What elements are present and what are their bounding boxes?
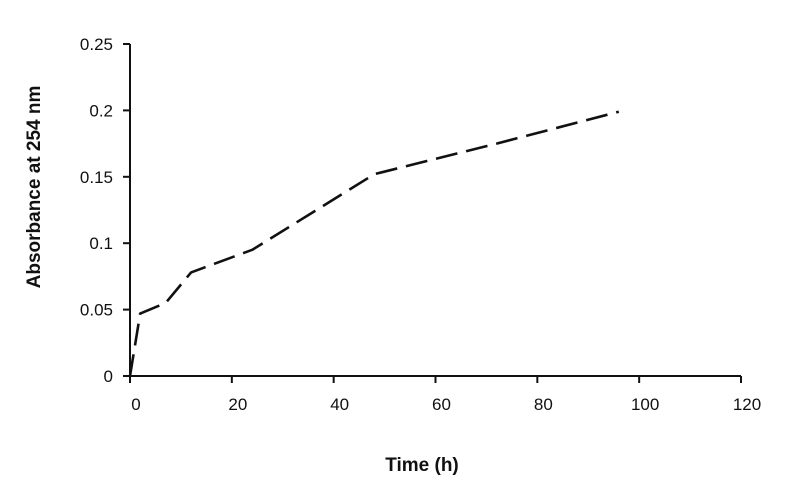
y-tick-label: 0.1 [89,234,113,253]
y-tick-label: 0.25 [80,35,113,54]
x-tick-label: 100 [631,395,659,414]
series-line [128,110,620,377]
x-tick-label: 120 [733,395,761,414]
y-axis-title: Absorbance at 254 nm [24,86,45,289]
x-tick-label: 60 [432,395,451,414]
x-tick-label: 40 [330,395,349,414]
series-layer [128,110,620,377]
y-tick-label: 0.2 [89,101,113,120]
x-tick-label: 20 [228,395,247,414]
y-tick-label: 0.05 [80,301,113,320]
x-axis-title: Time (h) [385,455,459,476]
x-axis-ticks: 0 20 40 60 80 100 120 [129,376,761,414]
y-tick-label: 0 [104,367,113,386]
y-axis-ticks: 0 0.05 0.1 0.15 0.2 0.25 [80,35,130,386]
y-tick-label: 0.15 [80,168,113,187]
x-tick-label: 80 [534,395,553,414]
x-tick-label: 0 [131,395,140,414]
